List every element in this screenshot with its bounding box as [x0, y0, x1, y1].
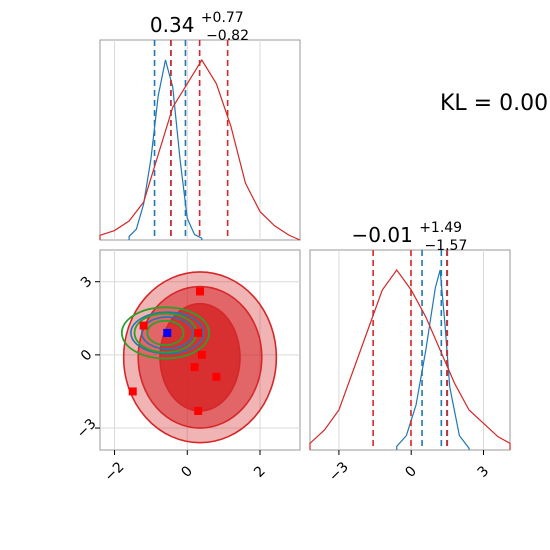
red-marker-2 — [197, 350, 206, 359]
marginal-histogram-param-1: 0.34 +0.77 −0.82 — [99, 3, 301, 241]
red-marker-3 — [190, 363, 199, 372]
title-upper-error: +0.77 — [201, 10, 244, 26]
histogram-series — [309, 250, 511, 450]
red-marker-6 — [194, 406, 203, 415]
x-tick-label: −2 — [102, 459, 128, 485]
blue-contour-level-0 — [130, 311, 205, 355]
kl-annotation: KL = 0.00 — [440, 91, 548, 116]
green-contour-level-0 — [120, 306, 210, 360]
title-median: −0.01 — [352, 223, 413, 247]
histogram-line-0 — [128, 59, 203, 240]
x-tick-label: 3 — [475, 463, 493, 481]
histogram-line-1 — [99, 58, 301, 241]
title-median: 0.34 — [150, 13, 195, 37]
blue-marker-0 — [163, 328, 172, 337]
red-marker-1 — [194, 328, 203, 337]
panel-title-param-1: 0.34 +0.77 −0.82 — [150, 3, 250, 44]
red-marker-0 — [196, 287, 204, 296]
x-tick-labels: −3 0 3 — [326, 450, 492, 485]
y-tick-label: 0 — [78, 347, 96, 365]
x-tick-labels: −2 0 2 — [102, 450, 269, 485]
x-tick-label: 0 — [178, 463, 196, 481]
title-lower-error: −0.82 — [206, 28, 249, 44]
title-upper-error: +1.49 — [419, 220, 462, 236]
contour-series — [120, 271, 278, 444]
y-tick-label: 3 — [78, 274, 96, 292]
title-lower-error: −1.57 — [424, 238, 467, 254]
panel-title-param-2: −0.01 +1.49 −1.57 — [352, 213, 469, 254]
marginal-histogram-param-2: −3 0 3 −0.01 +1.49 −1.57 — [309, 213, 511, 485]
x-tick-label: 0 — [402, 463, 420, 481]
y-tick-label: −3 — [74, 416, 100, 442]
joint-contour-param-1-param-2: −2 0 2 −3 0 3 — [74, 249, 301, 485]
x-tick-label: −3 — [326, 459, 352, 485]
red-marker-5 — [128, 387, 137, 396]
red-marker-7 — [139, 321, 148, 330]
panel-grid — [114, 40, 261, 240]
blue-contour-level-1 — [141, 316, 194, 350]
histogram-series — [99, 40, 301, 241]
y-tick-labels: −3 0 3 — [74, 274, 100, 442]
red-marker-4 — [212, 372, 221, 381]
histogram-line-0 — [396, 269, 470, 450]
x-tick-label: 2 — [251, 463, 269, 481]
green-contour-level-2 — [146, 319, 185, 347]
